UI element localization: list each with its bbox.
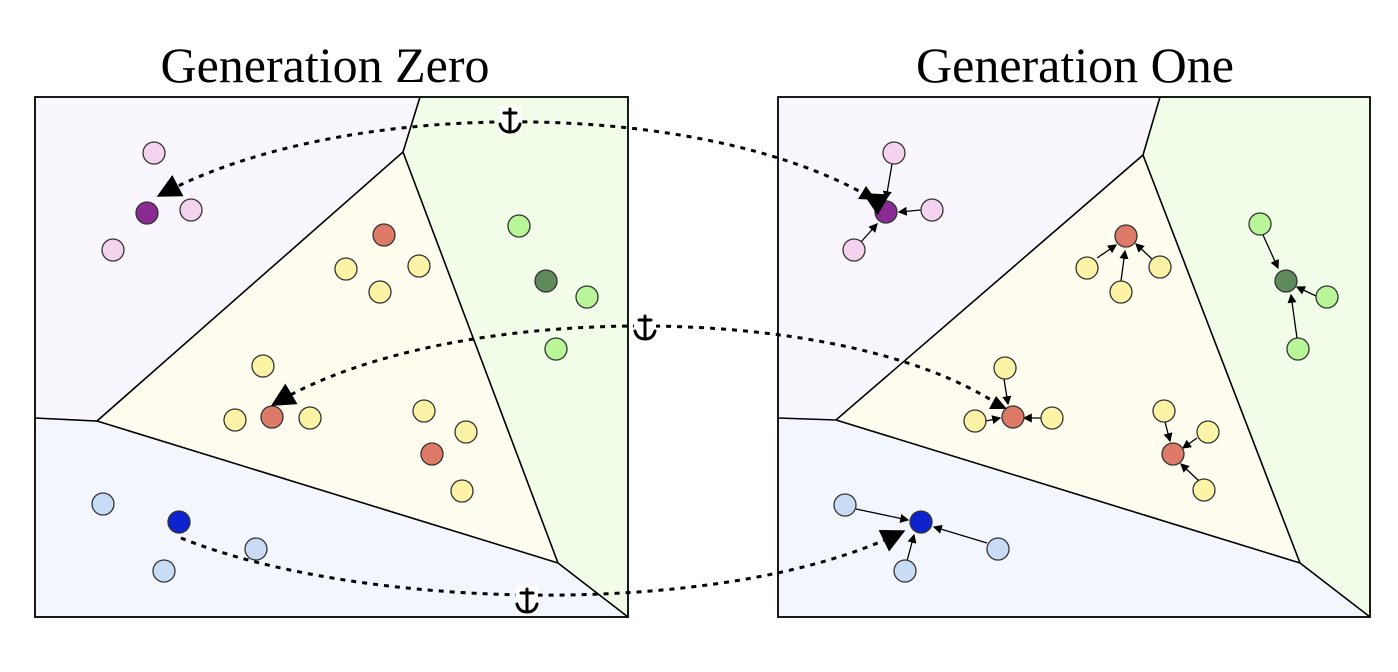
yellow-point xyxy=(1075,256,1099,280)
region-yellow xyxy=(836,155,1300,563)
panel-border xyxy=(777,96,1371,618)
yellow-point xyxy=(412,399,436,423)
yellow-point xyxy=(251,354,275,378)
green-point xyxy=(1248,212,1272,236)
purple-point xyxy=(142,141,166,165)
blue-point xyxy=(893,559,917,583)
region-blue xyxy=(35,418,628,617)
region-yellow xyxy=(97,152,558,563)
blue-center xyxy=(167,510,191,534)
generation-zero-panel xyxy=(34,96,629,618)
green-point xyxy=(1286,337,1310,361)
orange-connector xyxy=(270,324,1000,407)
connector-arrowheads xyxy=(858,186,1007,409)
blue-point xyxy=(91,492,115,516)
orange-center xyxy=(420,442,444,466)
panel-border xyxy=(34,96,629,618)
green-point xyxy=(544,337,568,361)
convergence-arrows xyxy=(855,163,1317,562)
orange-center xyxy=(372,223,396,247)
purple-point xyxy=(920,198,944,222)
yellow-point xyxy=(1148,255,1172,279)
yellow-point xyxy=(993,356,1017,380)
yellow-point xyxy=(1196,420,1220,444)
purple-point xyxy=(842,238,866,262)
purple-point xyxy=(101,238,125,262)
yellow-point xyxy=(1040,406,1064,430)
yellow-point xyxy=(454,420,478,444)
generation-one-panel xyxy=(777,96,1371,618)
yellow-point xyxy=(334,257,358,281)
anchor-icon xyxy=(515,586,539,614)
orange-center xyxy=(1161,442,1185,466)
anchor-icon xyxy=(633,313,657,341)
green-point xyxy=(1315,285,1339,309)
yellow-point xyxy=(223,408,247,432)
generation-one-title: Generation One xyxy=(916,37,1234,93)
blue-point xyxy=(152,559,176,583)
blue-center xyxy=(909,510,933,534)
green-center xyxy=(534,269,558,293)
blue-point xyxy=(244,537,268,561)
yellow-point xyxy=(963,409,987,433)
yellow-point xyxy=(1109,280,1133,304)
purple-point xyxy=(882,141,906,165)
region-purple xyxy=(35,97,420,421)
orange-center xyxy=(1001,405,1025,429)
green-point xyxy=(507,214,531,238)
yellow-point xyxy=(1152,399,1176,423)
orange-center xyxy=(1114,224,1138,248)
yellow-point xyxy=(450,479,474,503)
region-green xyxy=(1143,97,1370,617)
purple-connector xyxy=(156,120,869,198)
anchor-connectors xyxy=(156,120,1000,597)
yellow-point xyxy=(368,280,392,304)
green-point xyxy=(575,285,599,309)
region-blue xyxy=(778,418,1370,617)
blue-point xyxy=(986,537,1010,561)
blue-connector xyxy=(180,530,906,597)
region-green xyxy=(403,97,628,617)
anchor-icon xyxy=(498,106,522,134)
yellow-point xyxy=(407,254,431,278)
yellow-point xyxy=(298,406,322,430)
yellow-point xyxy=(1192,478,1216,502)
purple-center xyxy=(874,200,898,224)
generation-zero-title: Generation Zero xyxy=(160,37,490,93)
purple-point xyxy=(179,198,203,222)
region-purple xyxy=(778,97,1160,420)
orange-center xyxy=(260,405,284,429)
green-center xyxy=(1274,269,1298,293)
blue-point xyxy=(833,493,857,517)
purple-center xyxy=(135,201,159,225)
